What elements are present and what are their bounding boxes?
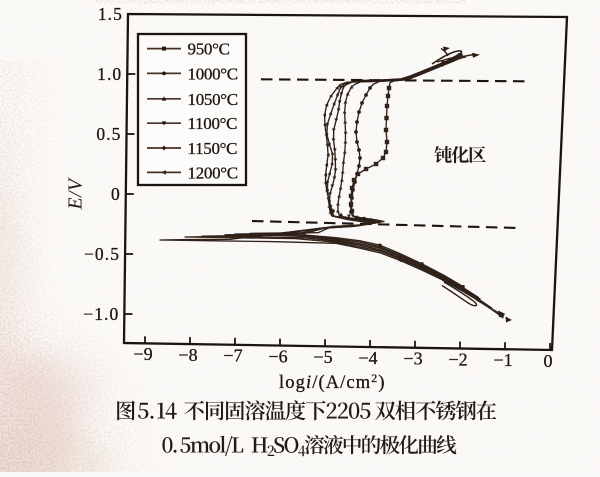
svg-text:1150°C: 1150°C: [188, 139, 238, 158]
svg-text:−6: −6: [268, 346, 287, 366]
svg-text:1200°C: 1200°C: [188, 163, 238, 182]
svg-text:1000°C: 1000°C: [188, 64, 238, 83]
svg-text:logi/(A/cm2): logi/(A/cm2): [279, 371, 386, 393]
svg-text:1050°C: 1050°C: [188, 90, 238, 109]
svg-text:−2: −2: [448, 349, 467, 369]
svg-text:0.5: 0.5: [96, 124, 121, 144]
svg-text:−8: −8: [178, 345, 197, 365]
svg-text:E/V: E/V: [66, 177, 87, 210]
svg-text:1100°C: 1100°C: [188, 114, 238, 133]
svg-text:−5: −5: [313, 347, 332, 367]
svg-text:1.0: 1.0: [97, 64, 122, 84]
svg-text:−7: −7: [223, 346, 242, 366]
svg-text:−9: −9: [133, 344, 152, 364]
svg-text:−4: −4: [358, 348, 377, 368]
svg-text:0: 0: [544, 351, 553, 371]
svg-text:−1: −1: [493, 350, 512, 370]
svg-text:0: 0: [111, 184, 121, 204]
svg-text:−0.5: −0.5: [84, 244, 120, 264]
svg-text:−1.0: −1.0: [83, 304, 119, 324]
svg-text:950°C: 950°C: [188, 40, 230, 59]
svg-text:−3: −3: [403, 349, 422, 369]
svg-text:1.5: 1.5: [98, 4, 123, 24]
